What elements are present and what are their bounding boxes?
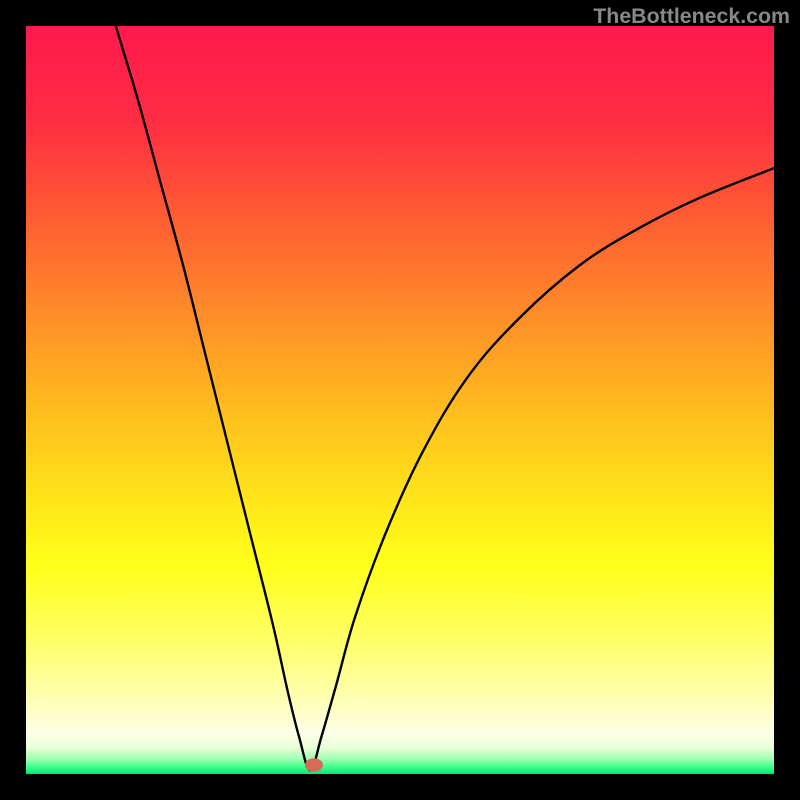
curve-path <box>116 26 774 770</box>
optimum-marker <box>305 758 323 771</box>
plot-area <box>26 26 774 774</box>
bottleneck-curve <box>26 26 774 774</box>
watermark-text: TheBottleneck.com <box>593 4 790 29</box>
